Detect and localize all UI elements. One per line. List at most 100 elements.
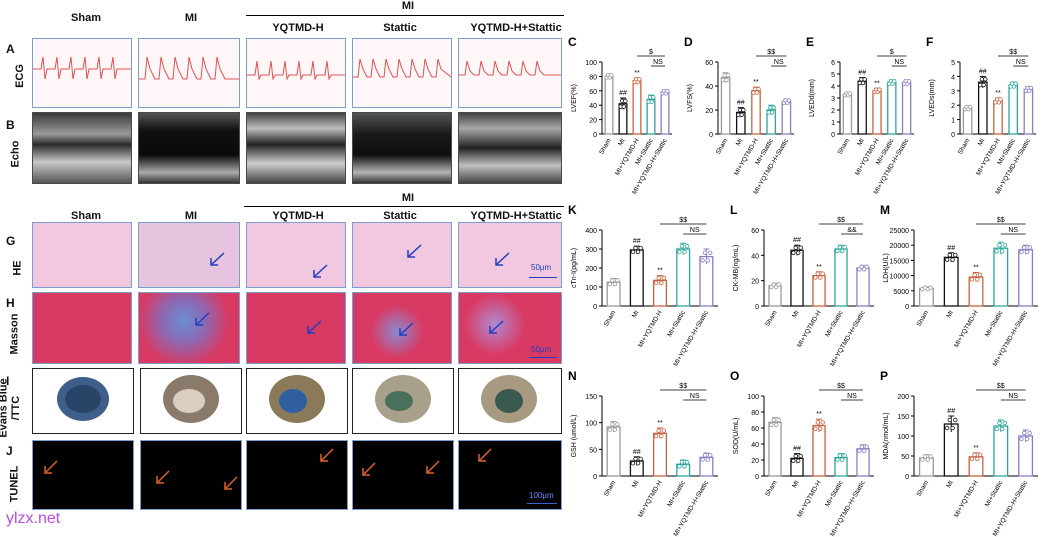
dot-l-4-3 [864, 264, 869, 269]
x-tick-label-c-0: Sham [598, 138, 613, 156]
chart-f: F012345LVEDs(mm)Sham##MI**MI+YQTMD-HMI+S… [926, 35, 1036, 196]
y-tick-label-p-2: 100 [897, 434, 909, 441]
dot-c-3-3 [651, 95, 656, 100]
echo-image-yqtmd-stattic [458, 112, 562, 184]
dot-n-0-3 [615, 422, 620, 427]
y-label-f: LVEDs(mm) [929, 79, 936, 117]
y-tick-label-c-2: 40 [589, 103, 597, 110]
watermark: ylzx.net [6, 510, 61, 527]
y-label-m: LDH(U/L) [883, 253, 890, 283]
bracket-label-f-0: $$ [1009, 49, 1017, 56]
he-image-mi [138, 222, 240, 288]
y-tick-label-e-6: 6 [831, 60, 835, 67]
dot-p-4-3 [1027, 430, 1032, 436]
dot-l-0-0 [769, 284, 774, 290]
x-tick-label-f-1: MI [977, 137, 987, 147]
dot-o-3-1 [837, 453, 842, 458]
dot-p-4-2 [1024, 436, 1030, 442]
header-mi-top: MI [184, 12, 198, 24]
dot-n-2-3 [661, 428, 667, 433]
x-tick-label-k-1: MI [631, 309, 641, 319]
x-tick-label-n-2: MI+YQTMD-H [637, 479, 664, 519]
arrow-icon-masson-yqtmd-stattic [489, 320, 504, 334]
dot-n-0-2 [612, 427, 618, 432]
bar-p-3 [993, 425, 1009, 477]
dot-m-1-0 [944, 257, 950, 262]
y-tick-label-e-4: 4 [831, 84, 835, 91]
chart-d: D0204060LVFS(%)Sham##MI**MI+YQTMD-HMI+St… [684, 35, 794, 196]
header-yqtmd-stattic-mid: YQTMD-H+Stattic [470, 210, 562, 222]
y-label-d: LVFS(%) [687, 84, 694, 112]
sig-mark-d-2: ** [753, 79, 759, 86]
y-tick-label-m-2: 10000 [890, 274, 910, 281]
y-tick-label-e-0: 0 [831, 132, 835, 139]
dot-f-1-3 [983, 77, 988, 82]
heart-slice-stattic [375, 375, 431, 423]
sig-mark-c-1: ## [619, 90, 627, 97]
dot-f-1-2 [981, 82, 986, 88]
panel-letter-k: K [568, 203, 577, 217]
sig-mark-f-2: ** [995, 90, 1001, 97]
echo-image-sham [32, 112, 132, 184]
he-image-sham [32, 222, 132, 288]
panel-letter-h: H [6, 296, 15, 310]
y-tick-label-n-2: 100 [585, 421, 597, 428]
dot-k-1-3 [638, 245, 643, 251]
dot-m-4-3 [1027, 245, 1032, 250]
dot-o-3-2 [840, 457, 845, 462]
header-mi-group-top: MI [401, 0, 415, 12]
dot-k-2-0 [653, 280, 659, 285]
y-tick-label-n-0: 0 [593, 474, 597, 481]
dot-o-0-2 [774, 422, 779, 427]
dot-m-2-1 [972, 272, 977, 278]
dot-m-4-0 [1019, 249, 1024, 255]
bar-c-4 [660, 91, 670, 135]
y-tick-label-e-1: 1 [831, 120, 835, 127]
dot-k-4-2 [705, 258, 710, 263]
arrow-icon-tunel-sham [44, 460, 58, 474]
dot-n-1-2 [635, 460, 641, 466]
dot-e-0-3 [847, 91, 853, 96]
bracket-label-n-1: NS [690, 393, 700, 400]
sig-mark-p-2: ** [973, 445, 979, 452]
dot-m-1-1 [947, 252, 953, 258]
dot-e-1-2 [860, 80, 866, 86]
x-tick-label-d-1: MI [735, 137, 745, 147]
sig-mark-k-1: ## [633, 238, 641, 245]
y-label-o: SOD(U/mL) [733, 418, 740, 455]
dot-k-4-3 [708, 250, 713, 255]
bar-k-1 [629, 249, 644, 307]
x-tick-label-n-0: Sham [603, 480, 618, 498]
dot-f-0-3 [967, 104, 973, 110]
dot-l-2-2 [818, 275, 823, 280]
dot-p-0-3 [928, 454, 933, 459]
chart-n: N 0 50 100 150 GSH (umol/L) Sham ## MI ** MI+YQTMD… [568, 369, 718, 537]
bracket-label-o-0: $$ [837, 383, 845, 390]
echo-image-stattic [352, 112, 452, 184]
tunel-image-mi [140, 440, 242, 510]
dot-o-2-3 [820, 420, 825, 425]
bracket-label-d-0: $$ [767, 49, 775, 56]
dot-o-1-1 [793, 453, 798, 459]
header-sham-mid: Sham [71, 210, 101, 222]
dot-l-3-2 [840, 248, 845, 254]
header-yqtmd-mid: YQTMD-H [272, 210, 324, 222]
sig-mark-o-1: ## [793, 446, 801, 453]
dot-p-3-0 [994, 426, 999, 432]
sig-mark-k-2: ** [657, 268, 663, 275]
chart-e: E0123456LVEDd(mm)Sham##MI**MI+YQTMD-HMI+… [806, 35, 914, 196]
bar-l-2 [812, 274, 826, 307]
dot-l-1-3 [798, 245, 803, 250]
sig-mark-p-1: ## [947, 408, 955, 415]
dot-n-4-0 [700, 457, 705, 462]
panel-letter-f: F [926, 35, 933, 49]
bar-k-3 [676, 248, 691, 307]
row-label-ecg: ECG [13, 64, 26, 88]
row-label-masson: Masson [8, 313, 21, 355]
heart-slice-sham [57, 377, 109, 421]
y-tick-label-c-0: 0 [593, 132, 597, 139]
x-tick-label-n-1: MI [631, 479, 641, 489]
dot-l-4-1 [859, 264, 864, 269]
panel-letter-d: D [684, 35, 693, 49]
x-tick-label-m-2: MI+YQTMD-H [953, 309, 980, 349]
